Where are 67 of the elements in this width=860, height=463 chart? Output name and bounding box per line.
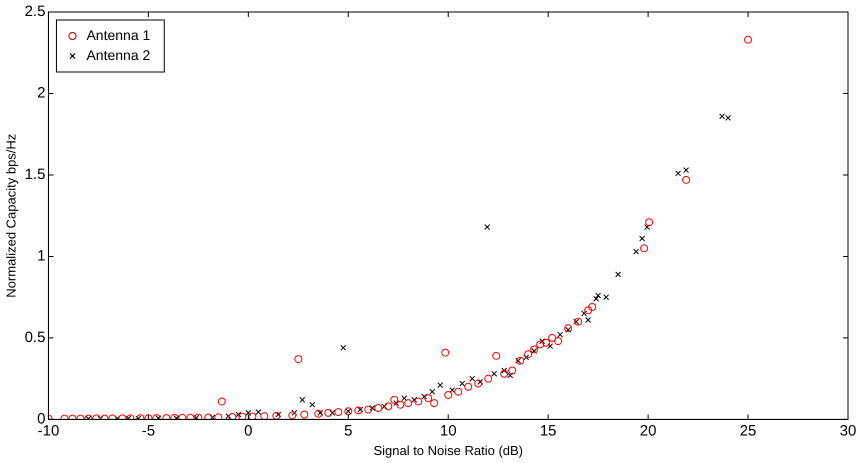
point: [633, 248, 640, 255]
point: [291, 410, 298, 416]
point: [255, 409, 262, 416]
legend-label: Antenna 2: [86, 46, 150, 63]
point: [615, 271, 622, 278]
point: [437, 382, 444, 388]
point: [429, 388, 436, 395]
point: [725, 114, 732, 121]
point: [469, 376, 476, 382]
point: [393, 400, 400, 406]
point: [235, 412, 242, 418]
point: [501, 368, 508, 374]
point: [484, 224, 490, 230]
point: [547, 343, 554, 350]
point: [581, 310, 588, 316]
point: [585, 317, 592, 323]
point: [719, 113, 726, 120]
point: [381, 403, 388, 410]
x-tick-label: 25: [740, 422, 756, 440]
x-tick-label: 30: [840, 422, 856, 440]
x-tick-label: -5: [142, 422, 156, 440]
x-tick-label: 0: [244, 422, 253, 440]
y-tick-label: 0.5: [24, 329, 46, 346]
x-axis-title: Signal to Noise Ratio (dB): [373, 442, 524, 458]
point: [449, 387, 456, 394]
point: [573, 318, 580, 325]
point: [644, 224, 650, 230]
x-tick-label: 20: [640, 422, 656, 440]
point: [683, 167, 690, 174]
point: [459, 380, 466, 387]
y-tick-label: 2.5: [24, 3, 46, 20]
point: [639, 236, 646, 242]
point: [193, 414, 200, 420]
legend-label: Antenna 1: [86, 26, 150, 43]
point: [523, 354, 530, 360]
point: [209, 414, 216, 420]
point: [401, 395, 408, 402]
point: [603, 294, 610, 300]
point: [357, 406, 364, 413]
point: [507, 372, 514, 378]
point: [675, 170, 682, 176]
y-tick-label: 1: [37, 248, 46, 265]
point: [565, 326, 572, 333]
point: [421, 394, 428, 400]
point: [557, 332, 564, 338]
point: [275, 412, 282, 418]
y-tick-label: 1.5: [24, 166, 46, 184]
point: [317, 410, 324, 416]
x-tick-label: 5: [344, 422, 352, 440]
y-axis-title: Normalized Capacity bps/Hz: [3, 134, 18, 298]
point: [531, 348, 538, 354]
point: [245, 410, 252, 416]
point: [539, 338, 546, 344]
point: [369, 405, 376, 411]
point: [329, 410, 336, 416]
point: [515, 358, 522, 364]
x-tick-label: 10: [440, 422, 457, 440]
point: [340, 344, 346, 351]
x-tick-label: 15: [540, 422, 557, 440]
point: [411, 396, 418, 403]
point: [477, 378, 484, 385]
point: [593, 296, 600, 302]
y-tick-label: 2: [37, 84, 46, 102]
point: [309, 402, 316, 408]
point: [595, 292, 602, 299]
point: [299, 396, 306, 403]
point: [491, 370, 498, 377]
